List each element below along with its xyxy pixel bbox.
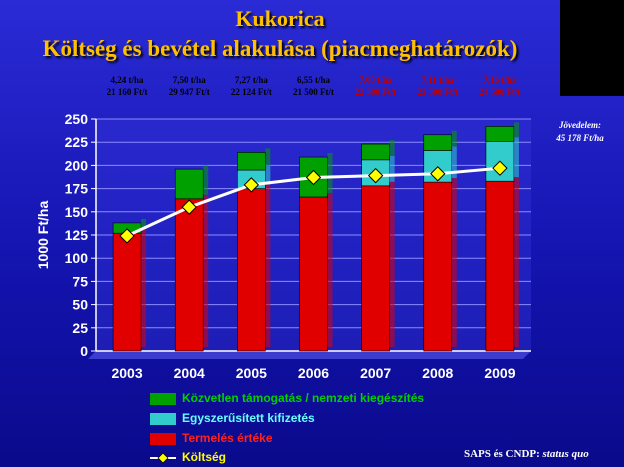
footnote-suffix: status quo xyxy=(542,448,589,460)
yield-label-2006: 6,55 t/ha 21 500 Ft/t xyxy=(282,74,346,98)
legend-label-kozvetlen: Közvetlen támogatás / nemzeti kiegészíté… xyxy=(182,391,425,405)
bar-side-2009-s0 xyxy=(513,177,519,347)
bar-2009-s2 xyxy=(485,126,515,142)
bar-side-2004-s0 xyxy=(203,194,209,347)
yield-value: 7,27 t/ha xyxy=(234,75,268,85)
cost-marker-2005 xyxy=(243,177,260,193)
cost-marker-2004 xyxy=(181,199,197,215)
bar-side-2005-s1 xyxy=(265,166,271,185)
price-value: 21 160 Ft/t xyxy=(106,87,148,97)
bar-side-2007-s1 xyxy=(389,155,395,182)
x-tick-label: 2009 xyxy=(484,365,515,381)
bar-side-2008-s1 xyxy=(451,146,457,179)
legend-label-koltseg: Költség xyxy=(182,450,227,464)
bar-side-2003-s2 xyxy=(141,218,147,230)
bar-side-2009-s1 xyxy=(513,137,519,178)
bar-side-2005-s0 xyxy=(265,184,271,347)
y-tick-label: 0 xyxy=(80,343,88,359)
bar-side-2006-s2 xyxy=(327,153,333,193)
yield-value: 7,16 t/ha xyxy=(483,75,517,85)
price-value: 22 124 Ft/t xyxy=(230,87,272,97)
y-tick-label: 75 xyxy=(72,273,88,289)
yield-value: 7,00 t/ha xyxy=(359,75,393,85)
cost-marker-2003 xyxy=(119,228,135,244)
yield-label-2004: 7,50 t/ha 29 947 Ft/t xyxy=(157,74,221,98)
bar-side-2006-s0 xyxy=(327,192,333,347)
footnote-prefix: SAPS és CNDP: xyxy=(464,448,540,460)
footnote: SAPS és CNDP: status quo xyxy=(464,448,589,460)
bar-2007-s0 xyxy=(361,185,390,352)
bar-side-2009-s2 xyxy=(513,122,519,138)
bar-2008-s2 xyxy=(423,134,453,151)
legend-swatch-koltseg xyxy=(150,452,176,464)
y-tick-label: 50 xyxy=(72,297,88,313)
cost-marker-2006 xyxy=(305,169,322,186)
yield-value: 7,50 t/ha xyxy=(172,75,206,85)
bar-2003-s0 xyxy=(112,232,142,352)
bar-2007-s2 xyxy=(361,143,390,161)
y-tick-label: 100 xyxy=(65,250,89,266)
bar-side-2003-s0 xyxy=(141,229,147,347)
bar-side-2007-s0 xyxy=(389,181,395,347)
y-tick-label: 175 xyxy=(65,181,89,197)
income-note-value: 45 178 Ft/ha xyxy=(556,133,604,143)
price-value: 29 947 Ft/t xyxy=(168,87,210,97)
x-tick-label: 2007 xyxy=(360,365,391,381)
bar-2005-s0 xyxy=(237,188,266,352)
price-value: 22 500 Ft/t xyxy=(355,87,397,97)
yield-value: 7,11 t/ha xyxy=(421,75,455,85)
legend-swatch-egyszerusitett xyxy=(150,413,176,425)
bar-2005-s2 xyxy=(237,152,266,171)
y-tick-label: 200 xyxy=(65,157,89,173)
bar-2008-s0 xyxy=(423,181,453,352)
price-value: 23 500 Ft/t xyxy=(417,87,459,97)
legend-swatch-termeles xyxy=(150,433,176,445)
x-tick-label: 2003 xyxy=(111,365,142,381)
x-tick-label: 2004 xyxy=(174,365,205,381)
income-note-label: Jövedelem: xyxy=(559,120,601,130)
legend-label-termeles: Termelés értéke xyxy=(182,431,273,445)
price-value: 21 500 Ft/t xyxy=(293,87,334,97)
bar-side-2007-s2 xyxy=(389,140,395,156)
x-tick-label: 2005 xyxy=(236,365,267,381)
yield-label-2003: 4,24 t/ha 21 160 Ft/t xyxy=(95,74,159,98)
cost-marker-2008 xyxy=(430,166,446,182)
y-tick-label: 150 xyxy=(65,204,89,220)
x-tick-label: 2006 xyxy=(298,365,329,381)
yield-label-2008: 7,11 t/ha 23 500 Ft/t xyxy=(406,74,470,98)
bar-side-2008-s0 xyxy=(451,178,457,347)
cost-marker-2009 xyxy=(492,160,508,176)
y-tick-label: 225 xyxy=(65,134,89,150)
yield-value: 6,55 t/ha xyxy=(296,75,330,85)
legend-label-egyszerusitett: Egyszerűsített kifizetés xyxy=(182,411,315,425)
x-tick-label: 2008 xyxy=(422,365,453,381)
corner-black-box xyxy=(560,0,624,96)
bar-side-2008-s2 xyxy=(451,130,457,147)
chart-subtitle: Költség és bevétel alakulása (piacmeghat… xyxy=(42,36,518,61)
bar-2009-s0 xyxy=(485,180,515,352)
yield-label-2005: 7,27 t/ha 22 124 Ft/t xyxy=(219,74,283,98)
y-tick-label: 25 xyxy=(72,320,88,336)
yield-label-2009: 7,16 t/ha 24 500 Ft/t xyxy=(468,74,532,98)
yield-label-2007: 7,00 t/ha 22 500 Ft/t xyxy=(344,74,408,98)
cost-marker-2007 xyxy=(367,167,384,184)
bar-side-2005-s2 xyxy=(265,148,271,167)
legend-swatch-kozvetlen xyxy=(150,393,176,405)
price-value: 24 500 Ft/t xyxy=(479,87,521,97)
income-note: Jövedelem: 45 178 Ft/ha xyxy=(540,119,620,145)
y-tick-label: 125 xyxy=(65,227,89,243)
chart-title: Kukorica xyxy=(235,6,325,31)
bar-2006-s0 xyxy=(299,196,328,352)
bar-2004-s2 xyxy=(174,168,204,200)
bar-2004-s0 xyxy=(174,198,204,352)
y-axis-label: 1000 Ft/ha xyxy=(35,201,51,270)
plot-floor xyxy=(88,351,531,359)
bar-side-2004-s2 xyxy=(203,165,209,195)
y-tick-label: 250 xyxy=(65,111,89,127)
yield-value: 4,24 t/ha xyxy=(110,75,144,85)
